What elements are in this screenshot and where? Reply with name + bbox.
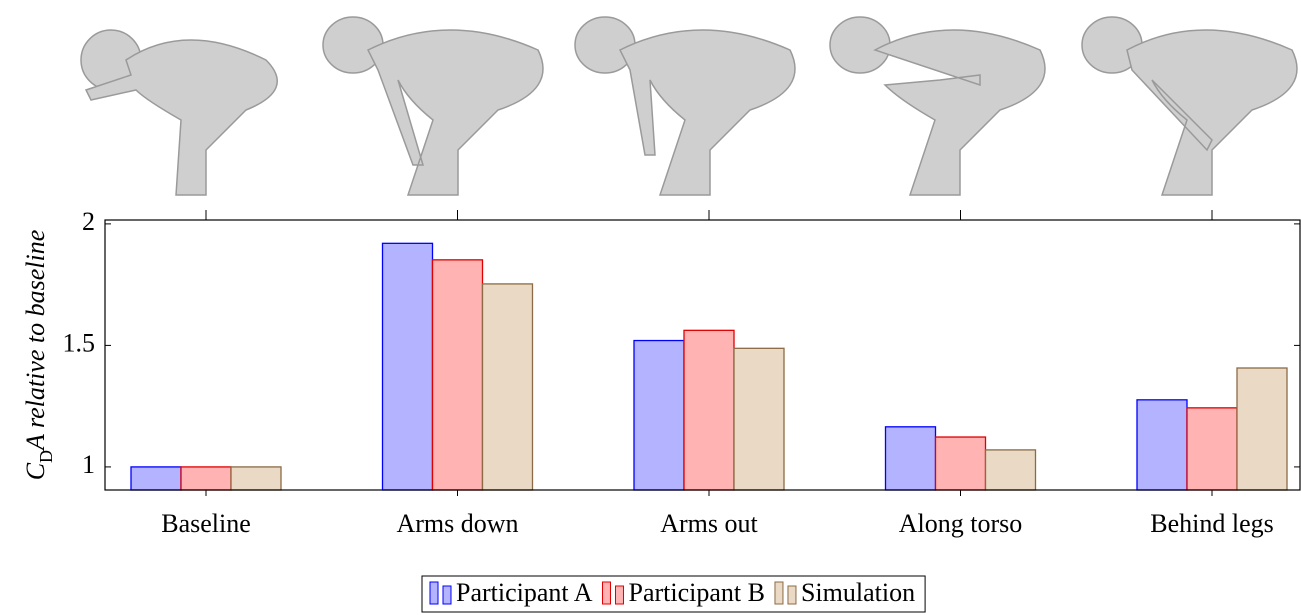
legend-swatch: [614, 585, 624, 605]
bar: [733, 347, 785, 491]
legend-swatch: [601, 581, 611, 605]
y-tick-label: 1.5: [63, 328, 96, 357]
bar: [1236, 367, 1288, 491]
legend-swatch: [774, 581, 784, 605]
bar: [984, 449, 1037, 491]
bar: [633, 339, 685, 491]
x-tick-label: Arms down: [396, 509, 518, 538]
legend-label: Participant A: [456, 578, 593, 607]
bar: [884, 426, 937, 491]
bar: [381, 242, 434, 491]
legend-label: Simulation: [801, 578, 915, 607]
bar: [431, 259, 484, 491]
skier: [1081, 16, 1298, 196]
bar: [683, 329, 735, 491]
legend-swatch: [442, 585, 452, 605]
skier-figures: [80, 16, 1298, 196]
plot-frame: [104, 219, 1301, 491]
legend-label: Participant B: [628, 578, 764, 607]
y-label-part: C: [21, 462, 50, 480]
x-tick-label: Baseline: [161, 509, 251, 538]
bar: [1186, 407, 1238, 491]
x-tick-label: Along torso: [899, 509, 1023, 538]
bar: [230, 466, 282, 491]
bar: [1136, 399, 1188, 491]
y-label-part: A relative to baseline: [21, 230, 50, 452]
bar: [481, 283, 534, 491]
bar: [934, 436, 987, 491]
legend-swatch: [787, 585, 797, 605]
skier: [829, 16, 1046, 196]
y-tick-label: 1: [82, 450, 95, 479]
legend-swatch: [429, 581, 439, 605]
bar: [130, 466, 182, 491]
legend-box: [421, 575, 926, 613]
skier: [322, 16, 544, 196]
bar: [180, 466, 232, 491]
skier: [574, 16, 796, 196]
y-axis-label: CDA relative to baseline: [21, 230, 56, 481]
x-tick-label: Behind legs: [1150, 509, 1274, 538]
x-tick-label: Arms out: [660, 509, 758, 538]
y-tick-label: 2: [82, 207, 95, 236]
y-label-part: D: [36, 450, 56, 463]
skier: [80, 29, 278, 196]
